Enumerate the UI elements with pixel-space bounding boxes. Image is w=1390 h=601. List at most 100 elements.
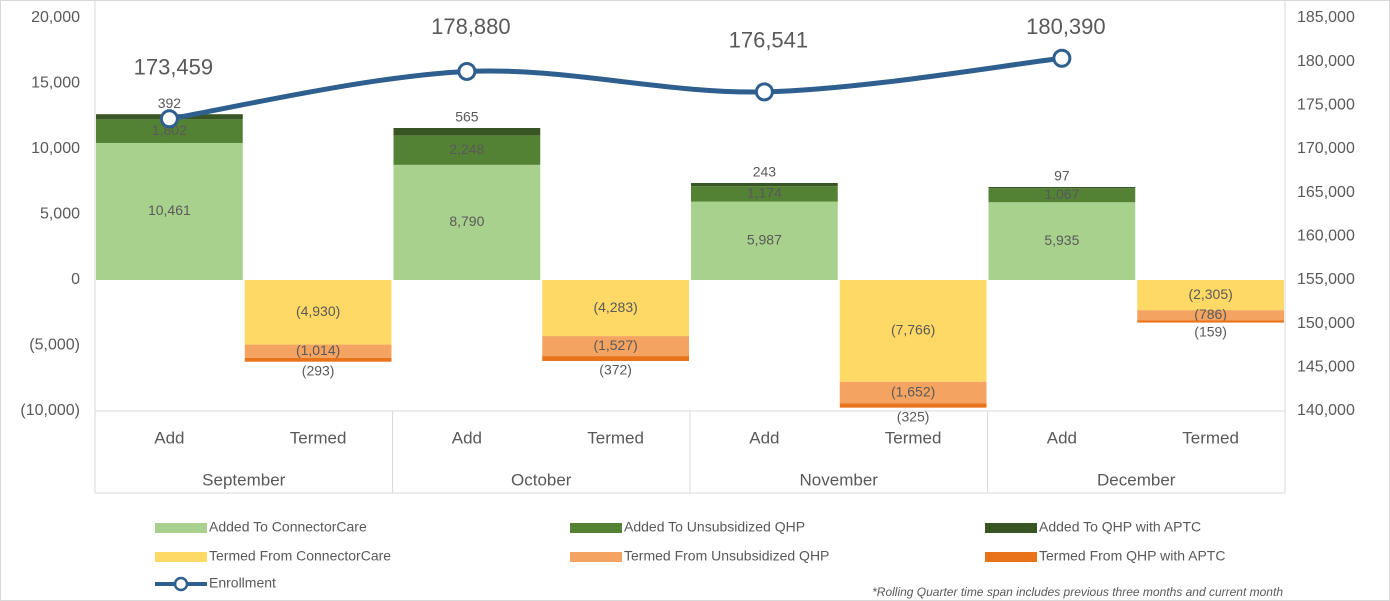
- x-tick-label: Add: [452, 428, 482, 447]
- enrollment-line: [166, 55, 1065, 122]
- enrollment-marker: [457, 61, 477, 81]
- y-tick-label: 0: [71, 271, 80, 288]
- data-label: (1,652): [891, 383, 935, 399]
- data-label: 5,935: [1044, 232, 1079, 248]
- enrollment-marker: [159, 109, 179, 129]
- enrollment-marker: [1052, 48, 1072, 68]
- y2-tick-label: 175,000: [1297, 97, 1355, 114]
- x-tick-label: Add: [1047, 428, 1077, 447]
- legend-swatch: [155, 552, 207, 562]
- data-label: (2,305): [1188, 286, 1232, 302]
- y-tick-label: 10,000: [31, 140, 80, 157]
- legend-label: Added To ConnectorCare: [209, 519, 367, 535]
- data-label: 1,174: [747, 185, 782, 201]
- bar-segment: [542, 280, 689, 337]
- legend-label: Added To Unsubsidized QHP: [624, 519, 805, 535]
- bar-segment: [393, 128, 541, 136]
- data-label: (1,014): [296, 342, 340, 358]
- enrollment-label: 176,541: [729, 28, 809, 53]
- bar-segment: [96, 119, 243, 143]
- bar-segment: [988, 202, 1136, 280]
- bar-segment: [691, 186, 838, 202]
- bar-segment: [839, 280, 987, 382]
- bar-segment: [244, 344, 392, 358]
- y2-tick-label: 165,000: [1297, 184, 1355, 201]
- data-label: 97: [1054, 168, 1070, 184]
- y2-tick-label: 155,000: [1297, 271, 1355, 288]
- legend-label: Termed From Unsubsidized QHP: [624, 548, 829, 564]
- y2-tick-label: 185,000: [1297, 9, 1355, 26]
- data-label: (325): [897, 408, 930, 424]
- group-label: November: [800, 470, 879, 489]
- y2-tick-label: 145,000: [1297, 359, 1355, 376]
- data-label: (4,283): [593, 299, 637, 315]
- data-label: (786): [1194, 306, 1227, 322]
- x-tick-label: Add: [154, 428, 184, 447]
- legend-label: Termed From ConnectorCare: [209, 548, 391, 564]
- x-tick-label: Termed: [587, 428, 644, 447]
- bar-segment: [988, 187, 1136, 189]
- y-tick-label: 20,000: [31, 9, 80, 26]
- y-tick-label: 5,000: [40, 206, 80, 223]
- data-label: 5,987: [747, 231, 782, 247]
- legend-label: Enrollment: [209, 575, 276, 591]
- legend-label: Termed From QHP with APTC: [1039, 548, 1225, 564]
- y2-tick-label: 160,000: [1297, 228, 1355, 245]
- data-label: (1,527): [593, 337, 637, 353]
- bar-segment: [393, 164, 541, 280]
- bar-segment: [1137, 320, 1284, 323]
- y2-tick-label: 140,000: [1297, 402, 1355, 419]
- data-label: (4,930): [296, 303, 340, 319]
- data-label: 2,248: [449, 141, 484, 157]
- group-label: September: [202, 470, 285, 489]
- enrollment-label: 178,880: [431, 14, 511, 39]
- bar-segment: [839, 403, 987, 408]
- y-tick-label: (5,000): [29, 337, 80, 354]
- bar-segment: [542, 336, 689, 357]
- legend-marker: [173, 576, 189, 592]
- x-tick-label: Termed: [885, 428, 942, 447]
- bar-segment: [1137, 310, 1284, 321]
- x-tick-label: Termed: [290, 428, 347, 447]
- legend-swatch: [985, 552, 1037, 562]
- x-tick-label: Termed: [1182, 428, 1239, 447]
- x-tick-label: Add: [749, 428, 779, 447]
- group-label: December: [1097, 470, 1176, 489]
- y2-tick-label: 150,000: [1297, 315, 1355, 332]
- bar-segment: [96, 142, 243, 280]
- y-tick-label: (10,000): [20, 402, 80, 419]
- data-label: 392: [158, 95, 182, 111]
- footnote: *Rolling Quarter time span includes prev…: [872, 585, 1283, 599]
- bar-segment: [393, 135, 541, 165]
- data-label: 1,067: [1044, 186, 1079, 202]
- data-label: 8,790: [449, 213, 484, 229]
- group-label: October: [511, 470, 572, 489]
- data-label: (293): [302, 362, 335, 378]
- bar-segment: [1137, 280, 1284, 311]
- data-label: (159): [1194, 323, 1227, 339]
- bar-segment: [839, 381, 987, 404]
- legend-label: Added To QHP with APTC: [1039, 519, 1201, 535]
- bar-segment: [691, 183, 838, 187]
- enrollment-label: 180,390: [1026, 14, 1106, 39]
- y2-tick-label: 170,000: [1297, 140, 1355, 157]
- bar-segment: [244, 280, 392, 345]
- enrollment-label: 173,459: [134, 55, 214, 80]
- data-label: 243: [753, 164, 777, 180]
- legend-swatch: [155, 523, 207, 533]
- bar-segment: [542, 356, 689, 361]
- data-label: 10,461: [148, 202, 191, 218]
- bar-segment: [988, 188, 1136, 203]
- data-label: (372): [599, 362, 632, 378]
- data-label: 1,802: [152, 122, 187, 138]
- bar-segment: [244, 357, 392, 362]
- enrollment-marker: [754, 82, 774, 102]
- legend-swatch: [570, 552, 622, 562]
- legend-swatch: [985, 523, 1037, 533]
- data-label: 565: [455, 109, 479, 125]
- legend-swatch: [570, 523, 622, 533]
- bar-segment: [691, 201, 838, 280]
- y-tick-label: 15,000: [31, 75, 80, 92]
- data-label: (7,766): [891, 322, 935, 338]
